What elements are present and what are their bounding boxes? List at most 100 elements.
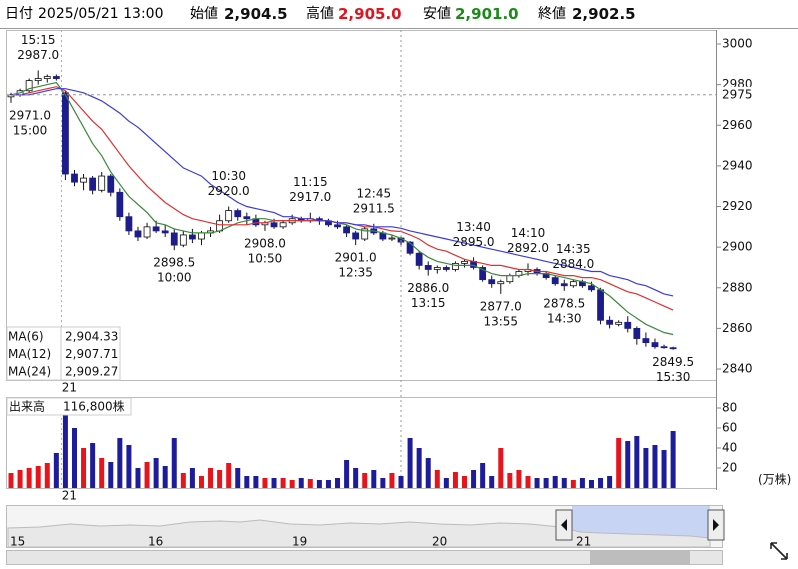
candle-body [225, 210, 233, 222]
annotation-time: 13:55 [483, 314, 518, 328]
ma-line [11, 88, 674, 297]
candle-body [388, 237, 396, 240]
legend-value: 2,904.33 [65, 330, 118, 344]
scrollbar-thumb[interactable] [590, 551, 690, 564]
navigator-label: 16 [148, 535, 163, 549]
annotation-value-label: 2878.5 [543, 296, 585, 310]
volume-bar [353, 468, 359, 488]
volume-bar [489, 476, 495, 488]
field-value: 2,905.0 [338, 5, 402, 23]
volume-bar [670, 431, 676, 488]
navigator-area [7, 519, 711, 548]
volume-bar [117, 438, 123, 488]
y-tick-label: 80 [722, 401, 737, 415]
candle-body [152, 226, 160, 232]
volume-bar [171, 438, 177, 488]
volume-bar [108, 462, 114, 488]
volume-bar [307, 479, 313, 488]
candle-body [62, 92, 69, 175]
handle-arrow [561, 519, 567, 531]
volume-bar [298, 478, 304, 488]
candle-body [270, 222, 278, 228]
volume-bar [44, 463, 50, 488]
resize-arrow [770, 542, 788, 560]
navigator-label: 20 [432, 535, 447, 549]
navigator[interactable] [6, 505, 725, 565]
volume-bar [652, 445, 658, 488]
field-value: 2,901.0 [455, 5, 519, 23]
annotation-value-label: 2877.0 [480, 299, 522, 313]
candle-body [107, 175, 115, 193]
volume-bar [407, 438, 413, 488]
annotation-time: 13:15 [411, 296, 446, 310]
volume-bar [235, 468, 241, 488]
volume-bar [480, 463, 486, 488]
volume-bar [325, 480, 331, 488]
annotation-value-label: 2971.0 [9, 108, 51, 122]
volume-bar [217, 470, 223, 488]
volume-bar [434, 470, 440, 488]
annotation-time: 14:35 [556, 242, 591, 256]
field-label: 終値 [538, 6, 566, 22]
field-value: 2,904.5 [224, 5, 288, 23]
candle-body [660, 346, 668, 349]
annotation-value-label: 2898.5 [153, 256, 195, 270]
volume-bar [579, 478, 585, 488]
volume-bar [180, 473, 186, 488]
candle-body [506, 275, 514, 283]
candle-body [34, 78, 42, 81]
volume-bar [71, 428, 77, 488]
volume-bar [416, 448, 422, 488]
volume-bar [380, 478, 386, 488]
crosshair-label: 2975 [722, 87, 753, 101]
legend-name: MA(6) [8, 330, 44, 344]
volume-bar [452, 472, 458, 488]
volume-bar [198, 476, 204, 488]
resize-icon[interactable] [769, 541, 789, 561]
field-label: 安値 [423, 6, 451, 22]
y-tick-label: 60 [722, 421, 737, 435]
annotation-time: 14:10 [511, 226, 546, 240]
date-label: 日付 [5, 6, 33, 22]
annotation-time: 12:45 [357, 186, 392, 200]
candle-body [234, 210, 242, 218]
annotation-value-label: 2849.5 [652, 355, 694, 369]
candle-body [134, 230, 142, 238]
volume-bar [62, 413, 68, 488]
candle-body [125, 216, 133, 232]
candle-body [624, 321, 632, 329]
scrollbar[interactable] [6, 550, 723, 565]
volume-bar [253, 476, 259, 488]
annotation-value-label: 2886.0 [407, 281, 449, 295]
candle-body [424, 265, 432, 270]
annotation-value-label: 2884.0 [552, 257, 594, 271]
candle-body [89, 177, 97, 191]
volume-bar [643, 448, 649, 488]
volume-bar [398, 476, 404, 488]
candle-body [642, 338, 650, 344]
candle-body [43, 76, 51, 79]
volume-bar [625, 441, 631, 488]
volume-bar [335, 478, 341, 488]
volume-bar [552, 476, 558, 488]
candle-body [488, 279, 496, 285]
y-tick-label: 2900 [722, 240, 753, 254]
candle-body [161, 230, 169, 234]
y-tick-label: 2880 [722, 280, 753, 294]
volume-bar [661, 450, 667, 488]
candle-body [597, 289, 604, 321]
candle-body [479, 267, 487, 281]
candle-body [98, 175, 106, 191]
volume-bar [81, 448, 87, 488]
volume-bar [462, 476, 467, 488]
annotation-value-label: 2895.0 [453, 235, 495, 249]
field-label: 高値 [306, 6, 334, 22]
volume-bar [634, 436, 640, 488]
volume-bar [498, 448, 504, 488]
field-label: 始値 [190, 6, 218, 22]
annotation-time: 10:30 [211, 169, 246, 183]
volume-bar [425, 458, 431, 488]
annotation-value-label: 2987.0 [17, 48, 59, 62]
annotation-time: 10:50 [248, 251, 283, 265]
annotation-value-label: 2911.5 [353, 201, 395, 215]
